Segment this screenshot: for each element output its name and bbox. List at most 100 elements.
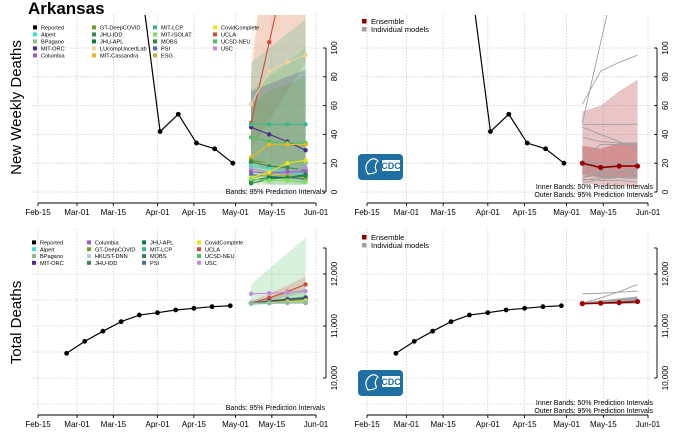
reported-point xyxy=(227,303,233,309)
reported-line xyxy=(144,15,234,164)
forecast-point-bpagano xyxy=(248,300,254,306)
legend-label: UCLA xyxy=(205,247,220,253)
x-tick-label: May-15 xyxy=(258,420,285,429)
forecast-line-mobs xyxy=(250,175,306,184)
ensemble-point xyxy=(598,300,604,306)
forecast-line-jhu-apl xyxy=(250,174,306,182)
plot-area xyxy=(361,229,652,416)
y-tick-label: 20 xyxy=(661,158,670,167)
legend-swatch xyxy=(92,32,96,37)
legend-label: USC xyxy=(221,47,233,53)
x-tick-label: May-01 xyxy=(222,420,249,429)
plot-area xyxy=(32,229,320,416)
legend-label: GT-DeepCOVID xyxy=(95,247,135,253)
x-tick-label: Jun-01 xyxy=(304,208,329,217)
prediction-interval-note: Bands: 95% Prediction Intervals xyxy=(226,189,326,196)
reported-point xyxy=(136,312,142,318)
reported-point xyxy=(558,303,564,309)
forecast-line-mit-orc xyxy=(250,126,306,151)
y-tick-label: 12,000 xyxy=(330,261,339,286)
forecast-line-lucompuncertlab xyxy=(250,54,306,105)
legend-label: BPagano xyxy=(40,254,63,260)
prediction-band-ucsd-neu xyxy=(251,237,306,306)
legend-label: LUcompUncertLab xyxy=(100,47,147,53)
cdc-logo-text: CDC xyxy=(381,161,401,171)
cdc-logo: CDC xyxy=(358,370,403,396)
forecast-point-mit-lcp xyxy=(285,122,290,127)
x-tick-label: Jun-01 xyxy=(636,208,661,217)
individual-model-line xyxy=(582,144,638,158)
forecast-point-ucla xyxy=(267,40,272,45)
legend-swatch xyxy=(362,235,367,240)
individual-model-line xyxy=(582,175,638,184)
legend-label: MIT-ORC xyxy=(40,261,64,267)
legend-label: MOBS xyxy=(161,40,178,46)
individual-model-line xyxy=(582,174,638,180)
legend-swatch xyxy=(32,254,36,258)
reported-point xyxy=(543,146,548,152)
forecast-point-usc xyxy=(285,290,290,295)
y-tick-label: 20 xyxy=(330,158,339,167)
reported-point xyxy=(64,350,69,356)
reported-point xyxy=(209,304,215,310)
legend-label: UCLA xyxy=(221,33,236,39)
ensemble-band-50 xyxy=(582,143,638,178)
prediction-interval-note: Inner Bands: 50% Prediction Intervals xyxy=(536,400,654,407)
legend-swatch xyxy=(87,240,91,245)
forecast-point-mit-isolat xyxy=(285,178,290,183)
x-tick-label: Apr-15 xyxy=(182,208,207,217)
legend-swatch xyxy=(33,32,37,37)
x-tick-label: Apr-15 xyxy=(513,208,538,217)
legend-swatch xyxy=(153,39,157,44)
y-tick-label: 0 xyxy=(330,189,339,194)
reported-point xyxy=(485,310,491,316)
forecast-point-mit-cassandra xyxy=(303,142,308,147)
y-tick-label: 40 xyxy=(661,129,670,138)
x-tick-label: May-15 xyxy=(590,420,617,429)
x-tick-label: Apr-01 xyxy=(476,420,501,429)
forecast-point-lucompuncertlab xyxy=(248,101,254,107)
cdc-logo: CDC xyxy=(358,154,403,180)
reported-point xyxy=(173,307,179,313)
reported-point xyxy=(430,328,436,334)
reported-point xyxy=(540,304,546,310)
forecast-point-mit-orc xyxy=(303,148,308,153)
ensemble-line xyxy=(582,300,638,305)
legend-swatch xyxy=(92,39,96,44)
x-tick-label: May-15 xyxy=(258,208,285,217)
forecast-point-bpagano xyxy=(285,300,290,306)
prediction-band-ucsd-neu xyxy=(251,48,306,185)
reported-point xyxy=(467,312,472,318)
x-tick-label: Apr-01 xyxy=(476,208,501,217)
x-tick-label: May-15 xyxy=(590,208,617,217)
legend-label: Columbia xyxy=(41,54,66,60)
forecast-point-covidcomplete xyxy=(285,161,290,166)
y-tick-label: 80 xyxy=(661,72,670,81)
ensemble-point xyxy=(598,164,604,171)
individual-model-line xyxy=(582,297,638,304)
forecast-point-jhu-idd xyxy=(248,159,254,164)
forecast-point-mit-isolat xyxy=(303,179,308,185)
legend-swatch xyxy=(142,260,146,265)
reported-line xyxy=(66,305,231,354)
forecast-point-mit-isolat xyxy=(267,178,272,183)
y-tick-label: 0 xyxy=(661,189,670,194)
page-title: Arkansas xyxy=(28,0,105,18)
y-tick-label: 11,000 xyxy=(661,314,670,338)
legend-swatch xyxy=(32,247,36,252)
legend-label: BPagano xyxy=(41,40,64,46)
prediction-band-ucla xyxy=(251,276,306,305)
forecast-point-mit-lcp xyxy=(248,122,254,127)
y-tick-label: 12,000 xyxy=(661,261,670,286)
forecast-line-usc xyxy=(251,290,306,295)
legend-swatch xyxy=(153,32,157,37)
y-tick-label: 10,000 xyxy=(661,365,670,390)
forecast-point-mit-orc xyxy=(267,132,272,137)
legend-swatch xyxy=(142,240,146,245)
legend-swatch xyxy=(87,254,91,258)
reported-point xyxy=(157,129,163,134)
cdc-logo-box xyxy=(382,376,400,387)
legend-label: JHU-APL xyxy=(150,241,173,247)
legend-label: USC xyxy=(205,261,217,267)
individual-model-line xyxy=(582,171,638,174)
